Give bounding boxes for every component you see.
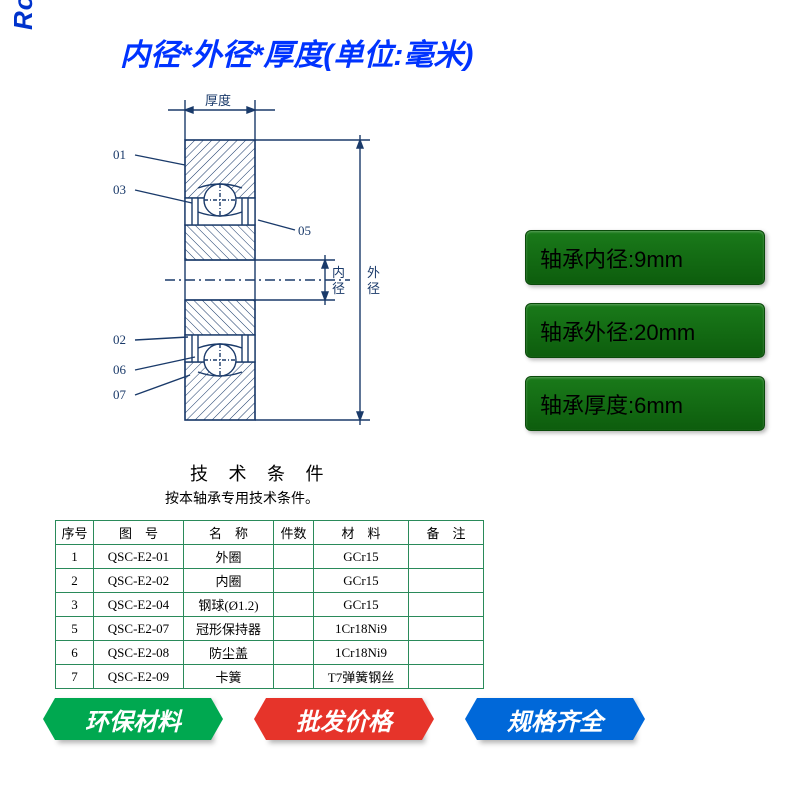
bottom-tag: 环保材料 (55, 698, 211, 740)
table-header: 材 料 (314, 521, 409, 545)
svg-text:05: 05 (298, 223, 311, 238)
table-header: 序号 (56, 521, 94, 545)
svg-text:07: 07 (113, 387, 127, 402)
table-row: 7QSC-E2-09卡簧T7弹簧钢丝 (56, 665, 484, 689)
bottom-tag: 规格齐全 (477, 698, 633, 740)
svg-text:01: 01 (113, 147, 126, 162)
svg-text:外: 外 (367, 265, 380, 280)
tech-title: 技 术 条 件 (190, 460, 332, 486)
table-header: 备 注 (409, 521, 484, 545)
table-header: 图 号 (94, 521, 184, 545)
table-header: 名 称 (184, 521, 274, 545)
bottom-tag: 批发价格 (266, 698, 422, 740)
rohs-badge: RoHS QUALIFIED (8, 0, 39, 30)
dimension-badge: 轴承内径:9mm (525, 230, 765, 285)
svg-text:02: 02 (113, 332, 126, 347)
svg-text:厚度: 厚度 (205, 93, 231, 108)
svg-text:径: 径 (367, 281, 380, 296)
table-header: 件数 (274, 521, 314, 545)
svg-text:06: 06 (113, 362, 127, 377)
page-title: 内径*外径*厚度(单位:毫米) (120, 30, 473, 74)
table-row: 2QSC-E2-02内圈GCr15 (56, 569, 484, 593)
dimension-badges: 轴承内径:9mm 轴承外径:20mm 轴承厚度:6mm (525, 230, 765, 431)
table-row: 3QSC-E2-04钢球(Ø1.2)GCr15 (56, 593, 484, 617)
table-row: 1QSC-E2-01外圈GCr15 (56, 545, 484, 569)
table-row: 5QSC-E2-07冠形保持器1Cr18Ni9 (56, 617, 484, 641)
dimension-badge: 轴承外径:20mm (525, 303, 765, 358)
bottom-tags: 环保材料 批发价格 规格齐全 (55, 698, 633, 740)
bearing-diagram: 厚度 内 径 外 径 01 03 05 02 06 07 (80, 85, 430, 455)
dimension-badge: 轴承厚度:6mm (525, 376, 765, 431)
svg-text:03: 03 (113, 182, 126, 197)
bom-table: 序号图 号名 称件数材 料备 注 1QSC-E2-01外圈GCr152QSC-E… (55, 520, 484, 689)
svg-text:内: 内 (332, 265, 345, 280)
svg-text:径: 径 (332, 281, 345, 296)
table-row: 6QSC-E2-08防尘盖1Cr18Ni9 (56, 641, 484, 665)
tech-subtitle: 按本轴承专用技术条件。 (165, 488, 319, 508)
